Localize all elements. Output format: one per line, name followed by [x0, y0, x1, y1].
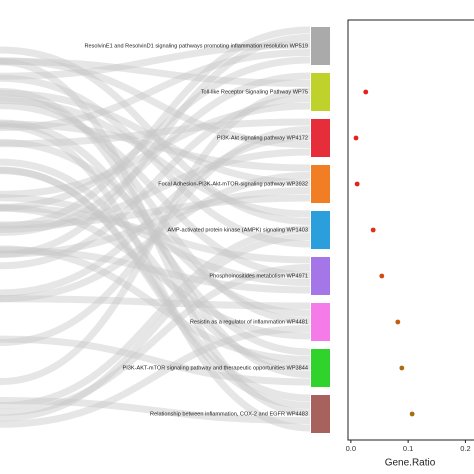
flow [0, 245, 311, 363]
pathway-label: Relationship between inflammation, COX-2… [150, 411, 308, 417]
flow [0, 26, 311, 230]
flow [0, 167, 311, 402]
flow [0, 246, 311, 294]
x-tick-label: 0.2 [460, 444, 470, 453]
flow [0, 264, 311, 416]
x-axis-label: Gene.Ratio [385, 458, 436, 469]
flow [0, 118, 311, 148]
flow [0, 325, 311, 428]
pathway-label: Focal Adhesion-PI3K-Akt-mTOR-signaling p… [158, 181, 308, 187]
flow [0, 133, 311, 297]
flow [0, 166, 311, 409]
pathway-label: Phosphoinositides metabolism WP4971 [209, 273, 308, 279]
flow [0, 41, 311, 80]
flow [0, 58, 311, 417]
pathway-label: ResolvinE1 and ResolvinD1 signaling path… [84, 43, 308, 49]
pathway-bar [311, 395, 330, 433]
flow [0, 194, 311, 229]
flow [0, 102, 311, 279]
flow [0, 295, 311, 310]
flow [0, 102, 311, 198]
flow [0, 96, 311, 218]
dot [370, 227, 376, 233]
pathway-bar [311, 303, 330, 341]
pathway-label: Toll-like Receptor Signaling Pathway WP7… [201, 89, 308, 95]
flow [0, 396, 311, 424]
flow [0, 34, 311, 258]
flow [0, 335, 311, 386]
flow [0, 138, 311, 317]
pathway-label: PI3K-Akt signaling pathway WP4172 [217, 135, 308, 141]
x-tick-label: 0.0 [346, 444, 356, 453]
dot [354, 181, 360, 187]
flow [0, 194, 311, 286]
pathway-bar [311, 349, 330, 387]
flow [0, 233, 311, 422]
flow [0, 46, 311, 225]
pathway-label: Resistin as a regulator of inflammation … [190, 319, 308, 325]
x-tick-label: 0.1 [403, 444, 413, 453]
dot [399, 365, 405, 371]
pathway-label: AMP-activated protein kinase (AMPK) sign… [167, 227, 308, 233]
flow [0, 187, 311, 258]
pathway-bar [311, 257, 330, 295]
pathway-bar [311, 119, 330, 157]
pathway-bar [311, 211, 330, 249]
flow [0, 74, 311, 248]
flow [0, 204, 311, 264]
pathway-bar [311, 165, 330, 203]
flow [0, 148, 311, 233]
flow [0, 89, 311, 187]
flow [0, 95, 311, 270]
flow [0, 121, 311, 432]
dot [379, 273, 385, 279]
dot [395, 319, 401, 325]
flow [0, 126, 311, 347]
sankey-flows [0, 26, 311, 432]
dot [409, 411, 415, 417]
pathway-bar [311, 27, 330, 65]
pathway-bar [311, 73, 330, 111]
flow [0, 87, 311, 378]
dot [363, 89, 369, 95]
flow [0, 158, 311, 371]
flow [0, 172, 311, 303]
flow [0, 225, 311, 410]
flow [0, 119, 311, 356]
flow [0, 204, 311, 340]
flow [0, 56, 311, 211]
flow [0, 57, 311, 148]
pathway-label: PI3K-AKT-mTOR signaling pathway and ther… [122, 365, 308, 371]
dot [353, 135, 359, 141]
flow [0, 72, 311, 237]
flow [0, 94, 311, 325]
plot-panel [347, 19, 474, 441]
flow [0, 57, 311, 87]
flow [0, 87, 311, 386]
flow [0, 120, 311, 172]
flow [0, 49, 311, 132]
